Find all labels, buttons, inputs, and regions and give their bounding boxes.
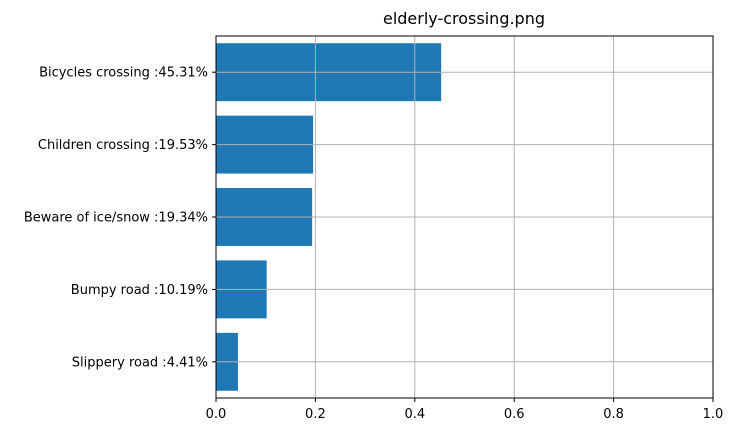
x-tick-label: 0.8 (603, 407, 624, 422)
axes (212, 35, 714, 402)
y-tick-label: Slippery road :4.41% (72, 355, 208, 370)
plot-frame (215, 35, 714, 399)
x-tick-label: 0.0 (206, 407, 227, 422)
y-tick-label: Beware of ice/snow :19.34% (24, 211, 208, 226)
y-tick-label: Bicycles crossing :45.31% (39, 66, 208, 81)
x-tick-label: 0.2 (305, 407, 326, 422)
x-tick-label: 1.0 (703, 407, 724, 422)
y-tick-label: Bumpy road :10.19% (71, 283, 208, 298)
x-tick-label: 0.4 (404, 407, 425, 422)
y-tick-label: Children crossing :19.53% (38, 138, 208, 153)
chart-title: elderly-crossing.png (383, 9, 545, 28)
tick-labels: 0.0 0.2 0.4 0.6 0.8 1.0 Bicycles crossing :45.… (24, 66, 724, 422)
x-tick-label: 0.6 (504, 407, 525, 422)
